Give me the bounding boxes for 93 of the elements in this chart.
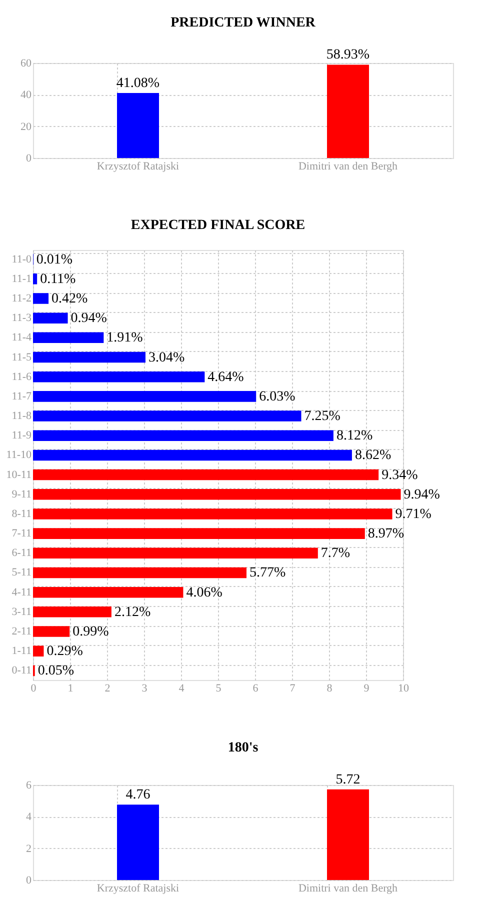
y-tick-label: 6 bbox=[26, 780, 32, 792]
y-tick-label: 10-11 bbox=[6, 468, 32, 481]
y-tick-label: 1-11 bbox=[12, 645, 32, 658]
y-tick-label: 3-11 bbox=[12, 606, 32, 618]
data-label: 0.05% bbox=[38, 664, 74, 679]
x-tick-label: Dimitri van den Bergh bbox=[298, 160, 398, 172]
bar bbox=[33, 410, 302, 422]
bar bbox=[33, 646, 44, 656]
data-label: 58.93% bbox=[326, 48, 370, 63]
y-tick-label: 60 bbox=[20, 58, 32, 70]
y-tick-label: 11-7 bbox=[12, 390, 32, 402]
x-tick-label: 2 bbox=[104, 682, 110, 694]
y-tick-label: 7-11 bbox=[12, 528, 32, 540]
bar bbox=[33, 626, 70, 637]
x-tick-label: 1 bbox=[68, 682, 74, 694]
data-label: 8.12% bbox=[336, 428, 373, 444]
y-tick-label: 0 bbox=[26, 874, 32, 886]
y-tick-label: 6-11 bbox=[12, 547, 32, 560]
y-tick-label: 11-10 bbox=[6, 449, 32, 462]
chart-title: EXPECTED FINAL SCORE bbox=[130, 218, 306, 233]
x-tick-label: 4 bbox=[178, 682, 185, 694]
y-tick-label: 11-0 bbox=[12, 253, 32, 266]
data-label: 9.71% bbox=[395, 506, 432, 522]
bar bbox=[33, 548, 318, 559]
x-tick-label: Dimitri van den Bergh bbox=[298, 882, 398, 894]
y-tick-label: 11-5 bbox=[12, 351, 32, 364]
data-label: 2.12% bbox=[114, 604, 151, 620]
y-tick-label: 11-1 bbox=[12, 272, 32, 285]
y-tick-label: 2 bbox=[26, 842, 32, 855]
bar bbox=[33, 371, 205, 382]
data-label: 8.62% bbox=[354, 448, 392, 464]
x-tick-label: 10 bbox=[398, 682, 410, 694]
data-label: 7.7% bbox=[320, 546, 350, 562]
y-tick-label: 11-4 bbox=[12, 332, 32, 344]
y-tick-label: 2-11 bbox=[12, 626, 32, 638]
data-label: 41.08% bbox=[116, 76, 160, 91]
bar bbox=[33, 293, 49, 304]
bar bbox=[33, 469, 379, 480]
y-tick-label: 11-2 bbox=[12, 292, 32, 304]
bar bbox=[33, 508, 392, 520]
y-tick-label: 40 bbox=[20, 89, 32, 102]
data-label: 9.34% bbox=[382, 468, 418, 483]
y-tick-label: 11-9 bbox=[12, 430, 32, 442]
bar bbox=[33, 528, 365, 539]
x-tick-label: Krzysztof Ratajski bbox=[96, 160, 180, 172]
data-label: 0.29% bbox=[46, 644, 84, 660]
data-label: 3.04% bbox=[148, 350, 185, 366]
data-label: 9.94% bbox=[404, 487, 440, 502]
data-label: 0.42% bbox=[52, 291, 88, 306]
y-tick-label: 8-11 bbox=[12, 508, 32, 520]
bar bbox=[33, 430, 334, 441]
y-tick-label: 11-3 bbox=[12, 312, 32, 324]
chart-title: 180's bbox=[228, 740, 259, 756]
y-tick-label: 11-8 bbox=[12, 410, 32, 422]
data-label: 8.97% bbox=[368, 526, 404, 542]
y-tick-label: 0 bbox=[26, 152, 32, 164]
y-tick-label: 20 bbox=[20, 120, 32, 133]
bar bbox=[33, 312, 68, 324]
bar bbox=[33, 352, 146, 363]
data-label: 0.94% bbox=[70, 311, 108, 326]
x-tick-label: 5 bbox=[216, 682, 222, 694]
y-tick-label: 5-11 bbox=[12, 566, 32, 579]
y-tick-label: 0-11 bbox=[12, 664, 32, 677]
y-tick-label: 11-6 bbox=[12, 370, 32, 383]
bar bbox=[33, 391, 256, 402]
x-tick-label: 7 bbox=[290, 682, 296, 694]
y-tick-label: 4-11 bbox=[12, 586, 32, 598]
data-label: 0.99% bbox=[72, 624, 110, 640]
data-label: 4.06% bbox=[186, 585, 223, 600]
chart-title: PREDICTED WINNER bbox=[170, 16, 316, 31]
x-tick-label: 8 bbox=[326, 682, 333, 694]
y-tick-label: 4 bbox=[26, 811, 32, 824]
x-tick-label: 3 bbox=[142, 682, 148, 694]
bar bbox=[33, 332, 104, 344]
data-label: 5.72 bbox=[336, 772, 360, 788]
data-label: 6.03% bbox=[259, 389, 296, 404]
y-tick-label: 9-11 bbox=[12, 488, 32, 500]
x-tick-label: Krzysztof Ratajski bbox=[96, 882, 180, 894]
bar bbox=[33, 489, 401, 500]
x-tick-label: 9 bbox=[364, 682, 370, 694]
data-label: 0.11% bbox=[40, 272, 76, 287]
x-tick-label: 6 bbox=[252, 682, 259, 694]
data-label: 1.91% bbox=[106, 330, 144, 346]
data-label: 4.64% bbox=[208, 370, 244, 385]
bar bbox=[33, 274, 38, 284]
data-label: 5.77% bbox=[249, 566, 286, 581]
data-label: 0.01% bbox=[36, 252, 73, 268]
data-label: 4.76 bbox=[126, 788, 150, 803]
bar bbox=[33, 567, 246, 578]
data-label: 7.25% bbox=[304, 409, 341, 424]
bar bbox=[33, 450, 352, 461]
bar bbox=[33, 606, 112, 618]
bar bbox=[33, 586, 184, 598]
